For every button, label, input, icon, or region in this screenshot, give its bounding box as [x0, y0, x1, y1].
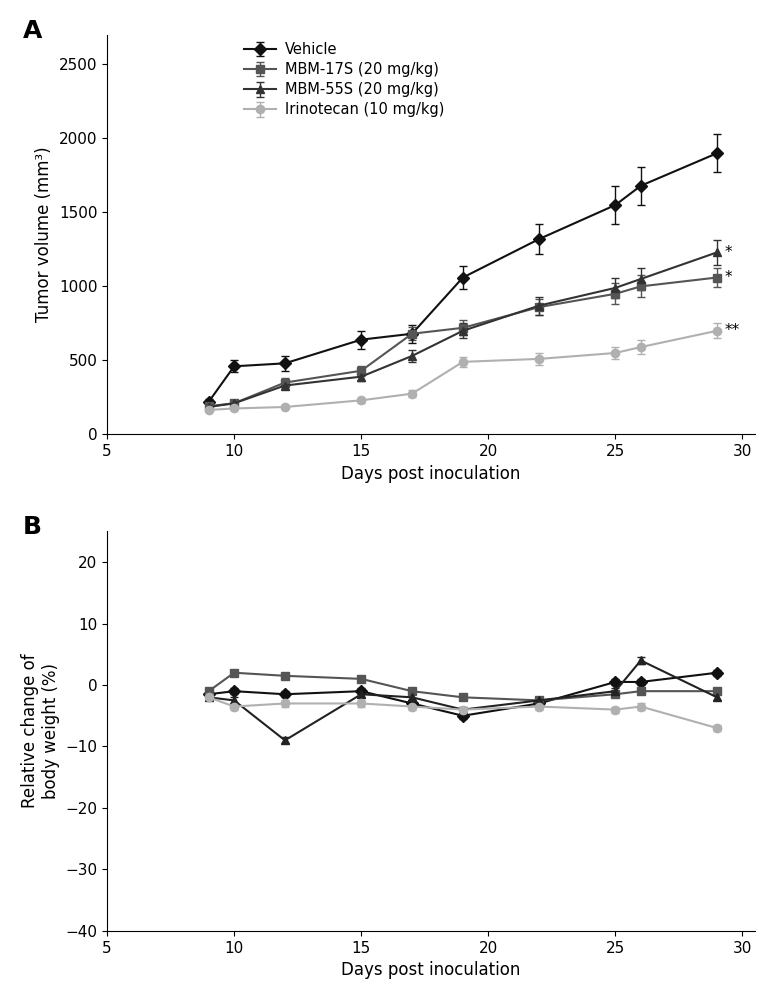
- X-axis label: Days post inoculation: Days post inoculation: [341, 961, 521, 979]
- Text: A: A: [23, 19, 42, 43]
- Text: B: B: [23, 515, 42, 539]
- Text: **: **: [725, 323, 740, 338]
- X-axis label: Days post inoculation: Days post inoculation: [341, 465, 521, 483]
- Y-axis label: Relative change of
body weight (%): Relative change of body weight (%): [21, 654, 60, 808]
- Legend: Vehicle, MBM-17S (20 mg/kg), MBM-55S (20 mg/kg), Irinotecan (10 mg/kg): Vehicle, MBM-17S (20 mg/kg), MBM-55S (20…: [244, 42, 444, 117]
- Y-axis label: Tumor volume (mm³): Tumor volume (mm³): [35, 147, 54, 322]
- Text: *: *: [725, 245, 733, 260]
- Text: *: *: [725, 270, 733, 285]
